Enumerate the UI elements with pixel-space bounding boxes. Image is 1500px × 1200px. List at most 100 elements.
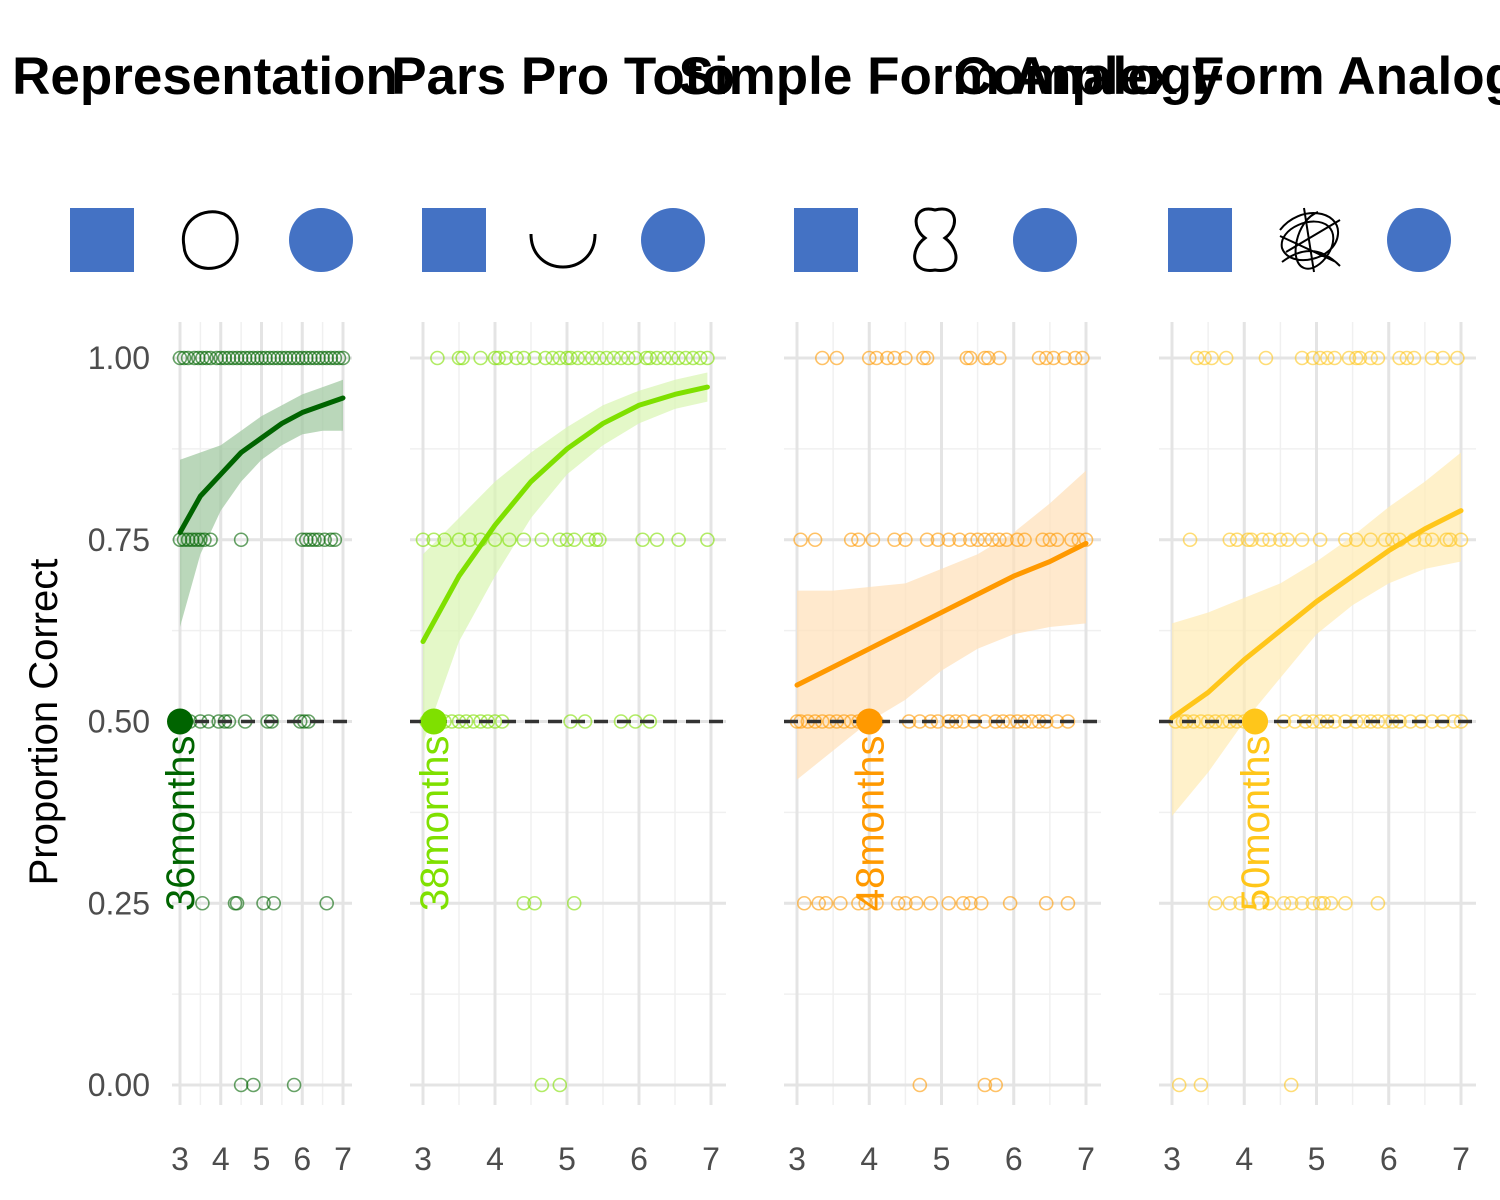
data-point (977, 350, 993, 366)
data-point (584, 350, 600, 366)
x-tick-label: 7 (1077, 1141, 1095, 1177)
data-point (898, 895, 913, 911)
data-point (592, 532, 607, 548)
arc-outline-icon (529, 233, 597, 269)
data-point (592, 350, 607, 366)
data-point (331, 350, 347, 366)
data-point (491, 350, 506, 366)
data-point (649, 532, 665, 548)
data-point (818, 895, 834, 911)
data-point (516, 895, 532, 911)
data-point (1251, 895, 1266, 911)
data-point (534, 1077, 550, 1093)
data-point (286, 1077, 302, 1093)
panel-title: Representation (12, 47, 398, 106)
data-point (638, 350, 654, 366)
data-point (941, 895, 957, 911)
data-point (1193, 1077, 1209, 1093)
data-point (1244, 532, 1259, 548)
data-point (811, 895, 826, 911)
filled-circle-icon (1013, 208, 1077, 272)
data-point (1171, 1077, 1187, 1093)
data-point (415, 532, 431, 548)
threshold-label: 38months (413, 736, 457, 912)
y-tick-label: 1.00 (88, 340, 150, 376)
data-point (1312, 350, 1328, 366)
x-tick-label: 7 (702, 1141, 720, 1177)
x-tick-label: 7 (334, 1141, 352, 1177)
confidence-ribbon (1172, 452, 1461, 817)
data-point (1435, 350, 1451, 366)
data-point (1305, 895, 1321, 911)
stimulus-set (794, 207, 1077, 272)
data-point (1204, 350, 1220, 366)
data-point (898, 532, 913, 548)
data-point (1255, 532, 1270, 548)
data-point (880, 350, 895, 366)
data-point (642, 350, 658, 366)
data-point (984, 532, 1000, 548)
data-point (1392, 350, 1407, 366)
data-point (1240, 532, 1256, 548)
y-tick-label: 0.25 (88, 885, 150, 921)
x-tick-label: 6 (1380, 1141, 1398, 1177)
data-point (671, 350, 686, 366)
data-point (1067, 350, 1083, 366)
x-tick-label: 5 (558, 1141, 576, 1177)
data-point (1060, 895, 1076, 911)
data-point (955, 895, 971, 911)
x-tick-label: 6 (293, 1141, 311, 1177)
data-point (266, 895, 282, 911)
data-point (671, 532, 686, 548)
fit-line (177, 395, 346, 535)
data-point (327, 350, 343, 366)
filled-circle-icon (289, 208, 353, 272)
data-point (577, 350, 593, 366)
data-point (527, 895, 542, 911)
fit-line (794, 540, 1089, 688)
data-point (952, 532, 967, 548)
annotation-layer: 36months 38months 48months 50months (159, 708, 1278, 912)
data-point (451, 350, 467, 366)
data-point (195, 895, 210, 911)
data-point (890, 895, 906, 911)
data-point (861, 350, 877, 366)
threshold-label: 36months (159, 736, 203, 912)
x-tick-label: 4 (486, 1141, 504, 1177)
data-point (963, 350, 978, 366)
data-point (685, 350, 701, 366)
data-point (303, 532, 318, 548)
data-point (959, 350, 975, 366)
data-point (1417, 532, 1433, 548)
fit-line (420, 384, 710, 645)
data-point (1320, 350, 1335, 366)
data-point (1038, 350, 1054, 366)
data-point (559, 350, 575, 366)
data-point (1294, 895, 1310, 911)
data-point (1233, 895, 1248, 911)
data-point (977, 1077, 993, 1093)
data-point (233, 532, 249, 548)
stimulus-set (1168, 207, 1451, 273)
data-point (1424, 532, 1440, 548)
fit-layer (177, 384, 1464, 721)
data-point (656, 350, 672, 366)
data-point (991, 532, 1007, 548)
panel-title: Simple Form Analogy (679, 47, 1222, 106)
data-point (919, 532, 935, 548)
data-point (692, 350, 708, 366)
data-point (1222, 895, 1238, 911)
threshold-marker (420, 708, 447, 735)
data-point (559, 532, 575, 548)
square-icon (794, 208, 858, 272)
x-tick-label: 7 (1452, 1141, 1470, 1177)
threshold-label: 50months (1234, 736, 1278, 912)
data-point (172, 350, 188, 366)
data-point (570, 350, 586, 366)
data-point (498, 350, 514, 366)
data-point (963, 532, 978, 548)
data-point (552, 1077, 568, 1093)
